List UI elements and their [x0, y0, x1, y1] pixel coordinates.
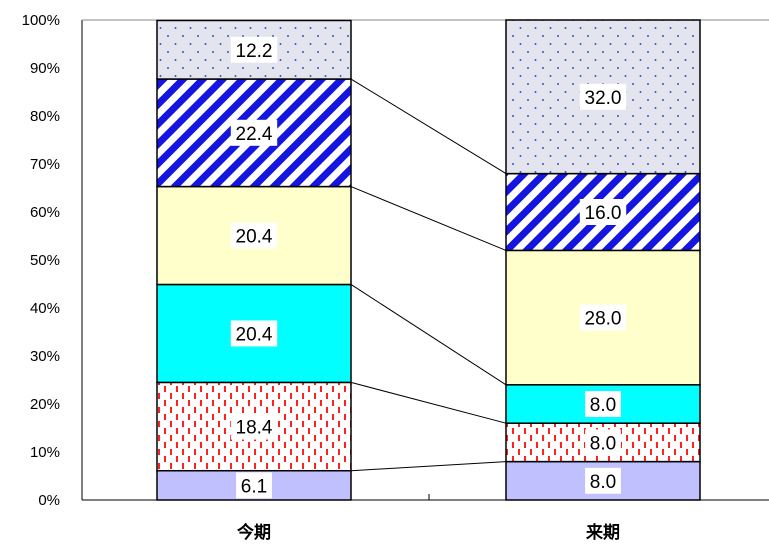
y-tick-labels: 0% 10% 20% 30% 40% 50% 60% 70% 80% 90% 100% — [22, 12, 60, 509]
value-label: 12.2 — [236, 41, 273, 62]
value-label: 20.4 — [236, 324, 273, 345]
value-label-box — [230, 36, 278, 63]
series-connector-line — [350, 78, 507, 175]
y-tick-label: 40% — [30, 300, 60, 317]
series-connector-line — [350, 284, 507, 386]
value-label-box — [230, 222, 278, 249]
value-label-box — [579, 199, 627, 225]
category-label: 来期 — [585, 522, 620, 543]
series-connector-line — [350, 186, 507, 251]
y-tick-label: 70% — [30, 156, 60, 173]
category-label: 今期 — [237, 522, 271, 543]
value-label: 18.4 — [236, 418, 273, 439]
series-connector-lines — [350, 78, 507, 472]
series-connector-line — [350, 381, 507, 424]
value-label: 32.0 — [585, 88, 622, 109]
y-tick-label: 90% — [30, 60, 60, 77]
value-label: 8.0 — [590, 433, 616, 454]
y-tick-label: 50% — [30, 252, 60, 269]
value-label: 16.0 — [585, 203, 622, 224]
value-label-box — [585, 429, 621, 456]
y-tick-label: 20% — [30, 396, 60, 413]
value-label-box — [230, 413, 278, 440]
y-tick-label: 80% — [30, 108, 60, 125]
value-label-box — [585, 467, 621, 494]
value-label-box — [230, 119, 278, 146]
bar-segments: 6.1 18.4 20.4 20.4 22.4 12.2 8.0 8.0 8.0 28.0 16.0… — [156, 19, 701, 501]
value-label-box — [585, 391, 621, 417]
value-label-box — [236, 472, 272, 499]
value-label: 6.1 — [241, 476, 267, 497]
value-label-box — [230, 320, 278, 347]
y-tick-label: 0% — [38, 492, 60, 509]
y-tick-label: 100% — [22, 12, 60, 29]
y-tick-label: 60% — [30, 204, 60, 221]
value-label: 20.4 — [236, 227, 273, 248]
value-label: 22.4 — [236, 124, 273, 145]
y-tick-label: 10% — [30, 444, 60, 461]
category-labels: 今期 来期 — [237, 522, 620, 543]
value-label: 8.0 — [590, 395, 616, 416]
series-connector-line — [350, 461, 507, 472]
y-tick-label: 30% — [30, 348, 60, 365]
value-label-box — [579, 304, 627, 331]
value-label-box — [579, 83, 627, 110]
value-label: 28.0 — [585, 309, 622, 330]
value-label: 8.0 — [590, 472, 616, 493]
